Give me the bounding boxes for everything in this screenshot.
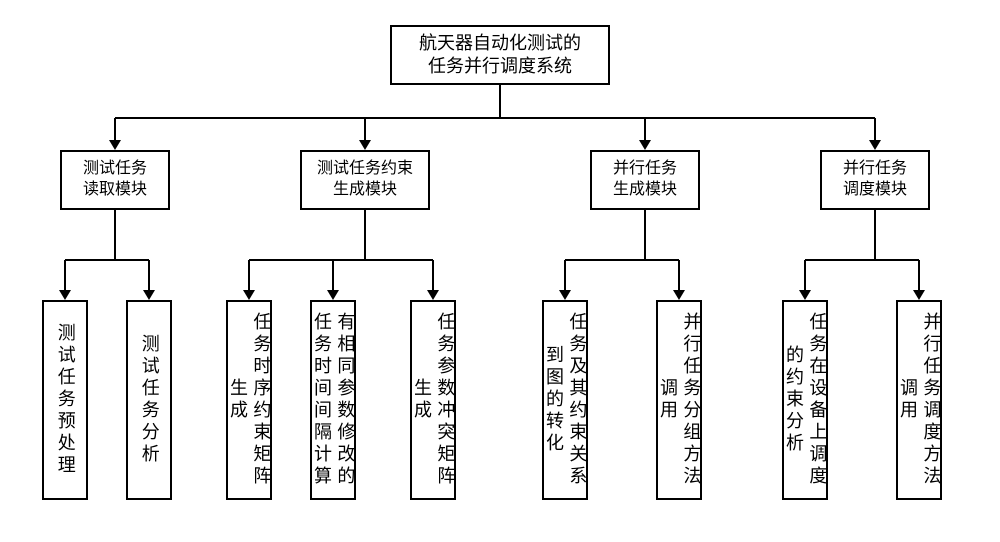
leaf-node: 测试任务分析 [126,300,172,500]
leaf-node: 并行任务调度方法调用 [896,300,942,500]
leaf-node: 测试任务预处理 [42,300,88,500]
mid-node-3: 并行任务生成模块 [590,150,700,210]
leaf-node: 有相同参数修改的任务时间间隔计算 [310,300,356,500]
mid-node-2: 测试任务约束生成模块 [300,150,430,210]
root-node: 航天器自动化测试的任务并行调度系统 [390,25,610,85]
leaf-node: 任务时序约束矩阵生成 [226,300,272,500]
leaf-node: 任务及其约束关系到图的转化 [542,300,588,500]
mid-node-4: 并行任务调度模块 [820,150,930,210]
diagram-canvas: 航天器自动化测试的任务并行调度系统测试任务读取模块 测试任务约束生成模块 并行任务生… [0,0,1000,542]
leaf-node: 任务参数冲突矩阵生成 [410,300,456,500]
leaf-node: 并行任务分组方法调用 [656,300,702,500]
leaf-node: 任务在设备上调度的约束分析 [782,300,828,500]
mid-node-1: 测试任务读取模块 [60,150,170,210]
